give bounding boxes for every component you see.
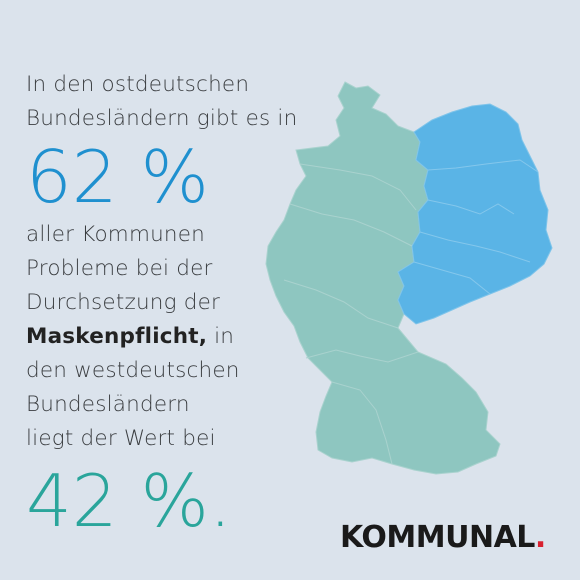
headline-line-7: den westdeutschen xyxy=(26,358,240,383)
logo-dot: . xyxy=(534,520,546,555)
headline-line-4: Probleme bei der xyxy=(26,256,213,281)
kommunal-logo: KOMMUNAL. xyxy=(340,520,546,555)
headline-line-3: aller Kommunen xyxy=(26,222,205,247)
headline-line-8: Bundesländern xyxy=(26,392,190,417)
east-percentage: 62 % xyxy=(26,135,209,219)
headline-line-2: Bundesländern gibt es in xyxy=(26,106,298,131)
state-borders xyxy=(283,163,419,465)
masks-keyword: Maskenpflicht, xyxy=(26,324,208,349)
east-germany-region xyxy=(397,103,553,325)
headline-text: In den ostdeutschen Bundesländern gibt e… xyxy=(26,68,356,538)
west-percentage: 42 %. xyxy=(26,459,232,543)
logo-text: KOMMUNAL xyxy=(340,520,535,555)
headline-line-9: liegt der Wert bei xyxy=(26,426,216,451)
headline-line-6: Maskenpflicht, in xyxy=(26,320,356,354)
east-state-borders xyxy=(413,159,539,295)
headline-line-5: Durchsetzung der xyxy=(26,290,221,315)
headline-line-1: In den ostdeutschen xyxy=(26,72,250,97)
headline-line-6-rest: in xyxy=(207,324,235,349)
